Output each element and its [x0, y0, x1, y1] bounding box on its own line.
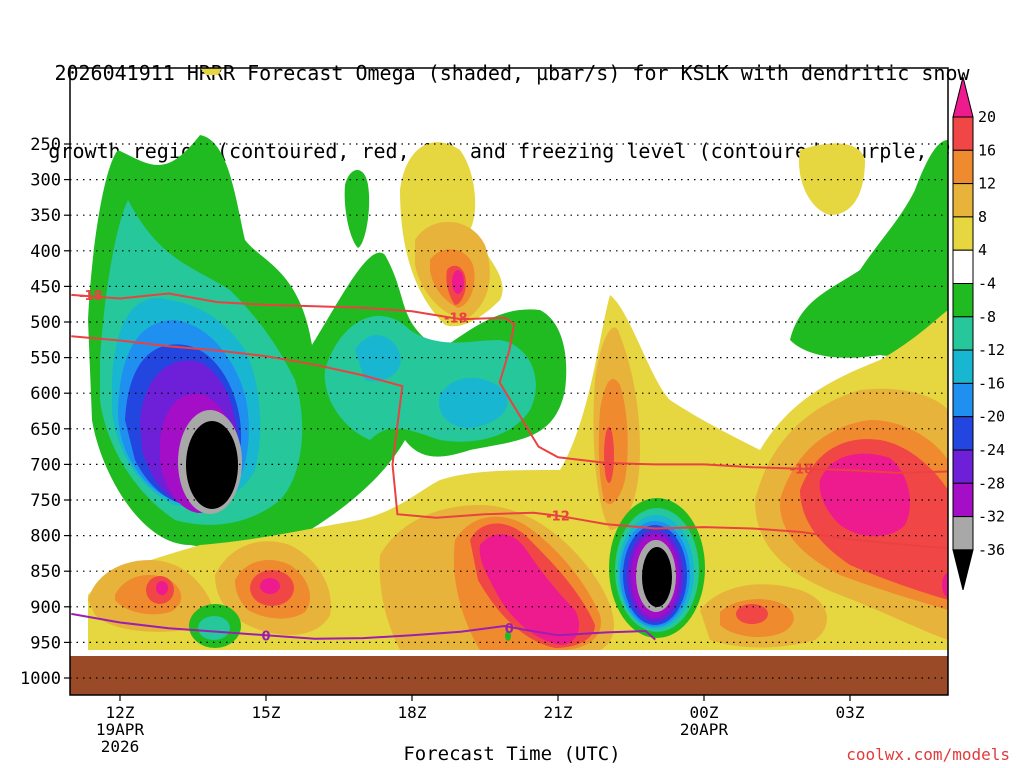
x-tick-sublabel-20APR: 20APR	[680, 720, 729, 739]
shade-red-lower-right	[736, 604, 768, 624]
contour-label-2: -18	[790, 463, 814, 478]
shade-cyan-mid2	[439, 377, 508, 428]
colorbar-label-20: 20	[978, 108, 996, 126]
y-tick-label-350: 350	[30, 206, 61, 226]
x-tick-sublabel-19APR: 19APR	[96, 720, 145, 739]
colorbar-label-12: 12	[978, 175, 996, 193]
y-tick-label-850: 850	[30, 562, 61, 582]
contour-dgz-lower-12	[71, 335, 948, 550]
y-tick-label-900: 900	[30, 598, 61, 618]
y-tick-label-450: 450	[30, 277, 61, 297]
colorbar-label--36: -36	[978, 541, 1005, 559]
colorbar-label--20: -20	[978, 408, 1005, 426]
colorbar-swatch-8	[952, 349, 974, 384]
y-tick-label-550: 550	[30, 349, 61, 369]
shade-magenta-lower-left	[156, 581, 168, 595]
colorbar-swatch-7	[952, 316, 974, 351]
title-line-1: 2026041911 HRRR Forecast Omega (shaded, …	[54, 61, 970, 85]
shade-magenta-lower-mid	[260, 578, 280, 594]
colorbar-swatch-3	[952, 183, 974, 218]
colorbar-swatch-4	[952, 216, 974, 251]
colorbar-label--4: -4	[978, 275, 996, 293]
y-tick-label-650: 650	[30, 420, 61, 440]
y-tick-label-300: 300	[30, 171, 61, 191]
x-tick-label-18Z: 18Z	[398, 703, 427, 722]
shade-magenta-mid-top	[452, 270, 464, 294]
colorbar-cap-top	[952, 76, 974, 118]
y-tick-label-400: 400	[30, 242, 61, 262]
shade-green-tiny	[505, 631, 511, 641]
y-tick-label-250: 250	[30, 135, 61, 155]
shade-magenta-right	[819, 453, 910, 537]
colorbar-swatch-13	[952, 516, 974, 551]
y-tick-label-500: 500	[30, 313, 61, 333]
y-tick-label-600: 600	[30, 384, 61, 404]
colorbar-swatch-1	[952, 116, 974, 151]
shade-black-bull	[642, 547, 672, 607]
plot-frame	[69, 67, 949, 696]
colorbar-label-8: 8	[978, 208, 987, 226]
y-axis: 250 300 350 400 450 500 550 600 650 700 750 800 850 9…	[20, 135, 70, 689]
shade-green-upper-right	[790, 140, 948, 358]
shade-magenta-center	[479, 534, 580, 645]
colorbar-label--28: -28	[978, 474, 1005, 492]
colorbar-label-4: 4	[978, 241, 987, 259]
shade-red-narrow	[604, 427, 614, 483]
x-tick-sublabel-2026: 2026	[101, 737, 140, 756]
colorbar-swatch-6	[952, 283, 974, 318]
colorbar-swatch-12	[952, 482, 974, 518]
colorbar-label-16: 16	[978, 141, 996, 159]
y-tick-label-800: 800	[30, 527, 61, 547]
y-tick-label-750: 750	[30, 491, 61, 511]
colorbar-label--8: -8	[978, 308, 996, 326]
shade-yellow-sliver	[200, 68, 222, 75]
x-tick-label-00Z: 00Z	[690, 703, 719, 722]
contour-label-0: -18	[79, 289, 103, 304]
colorbar-swatch-10	[952, 416, 974, 451]
contour-label-1: -18	[444, 312, 468, 327]
colorbar-cap-bottom	[952, 549, 974, 591]
colorbar-swatch-11	[952, 449, 974, 484]
colorbar-swatch-2	[952, 149, 974, 185]
shade-green-small-top	[344, 170, 370, 248]
colorbar: 20 16 12 8 4 -4 -8 -12 -16 -20 -24 -28 -32 -36	[952, 76, 1005, 591]
x-tick-label-21Z: 21Z	[544, 703, 573, 722]
x-axis-label: Forecast Time (UTC)	[403, 743, 621, 765]
shade-magenta-edge	[942, 573, 948, 597]
shade-cyan-mid	[355, 335, 401, 382]
colorbar-label--32: -32	[978, 508, 1005, 526]
contour-label-3: -12	[546, 510, 570, 525]
colorbar-label--24: -24	[978, 441, 1005, 459]
contours	[71, 292, 948, 641]
y-tick-label-1000: 1000	[20, 669, 61, 689]
contour-freezing-level-0	[71, 612, 656, 641]
omega-shading	[88, 68, 948, 650]
colorbar-swatch-5	[952, 249, 974, 284]
shade-teal-small-low	[198, 616, 230, 640]
shade-yellow-top-right	[799, 143, 865, 215]
y-tick-label-700: 700	[30, 455, 61, 475]
contour-label-4: 0	[261, 629, 270, 644]
contour-labels: -18 -18 -18 -12 0 0	[79, 289, 814, 644]
x-tick-label-03Z: 03Z	[836, 703, 865, 722]
colorbar-swatch-9	[952, 382, 974, 418]
colorbar-label--12: -12	[978, 341, 1005, 359]
colorbar-label--16: -16	[978, 374, 1005, 392]
contour-dgz-upper-18	[71, 292, 948, 474]
x-tick-label-15Z: 15Z	[252, 703, 281, 722]
credit-link[interactable]: coolwx.com/models	[846, 745, 1010, 764]
y-tick-label-950: 950	[30, 633, 61, 653]
contour-label-5: 0	[505, 622, 514, 637]
x-tick-label-12Z: 12Z	[106, 703, 135, 722]
ground-fill	[70, 656, 948, 695]
shade-black-upper-left	[186, 421, 238, 509]
